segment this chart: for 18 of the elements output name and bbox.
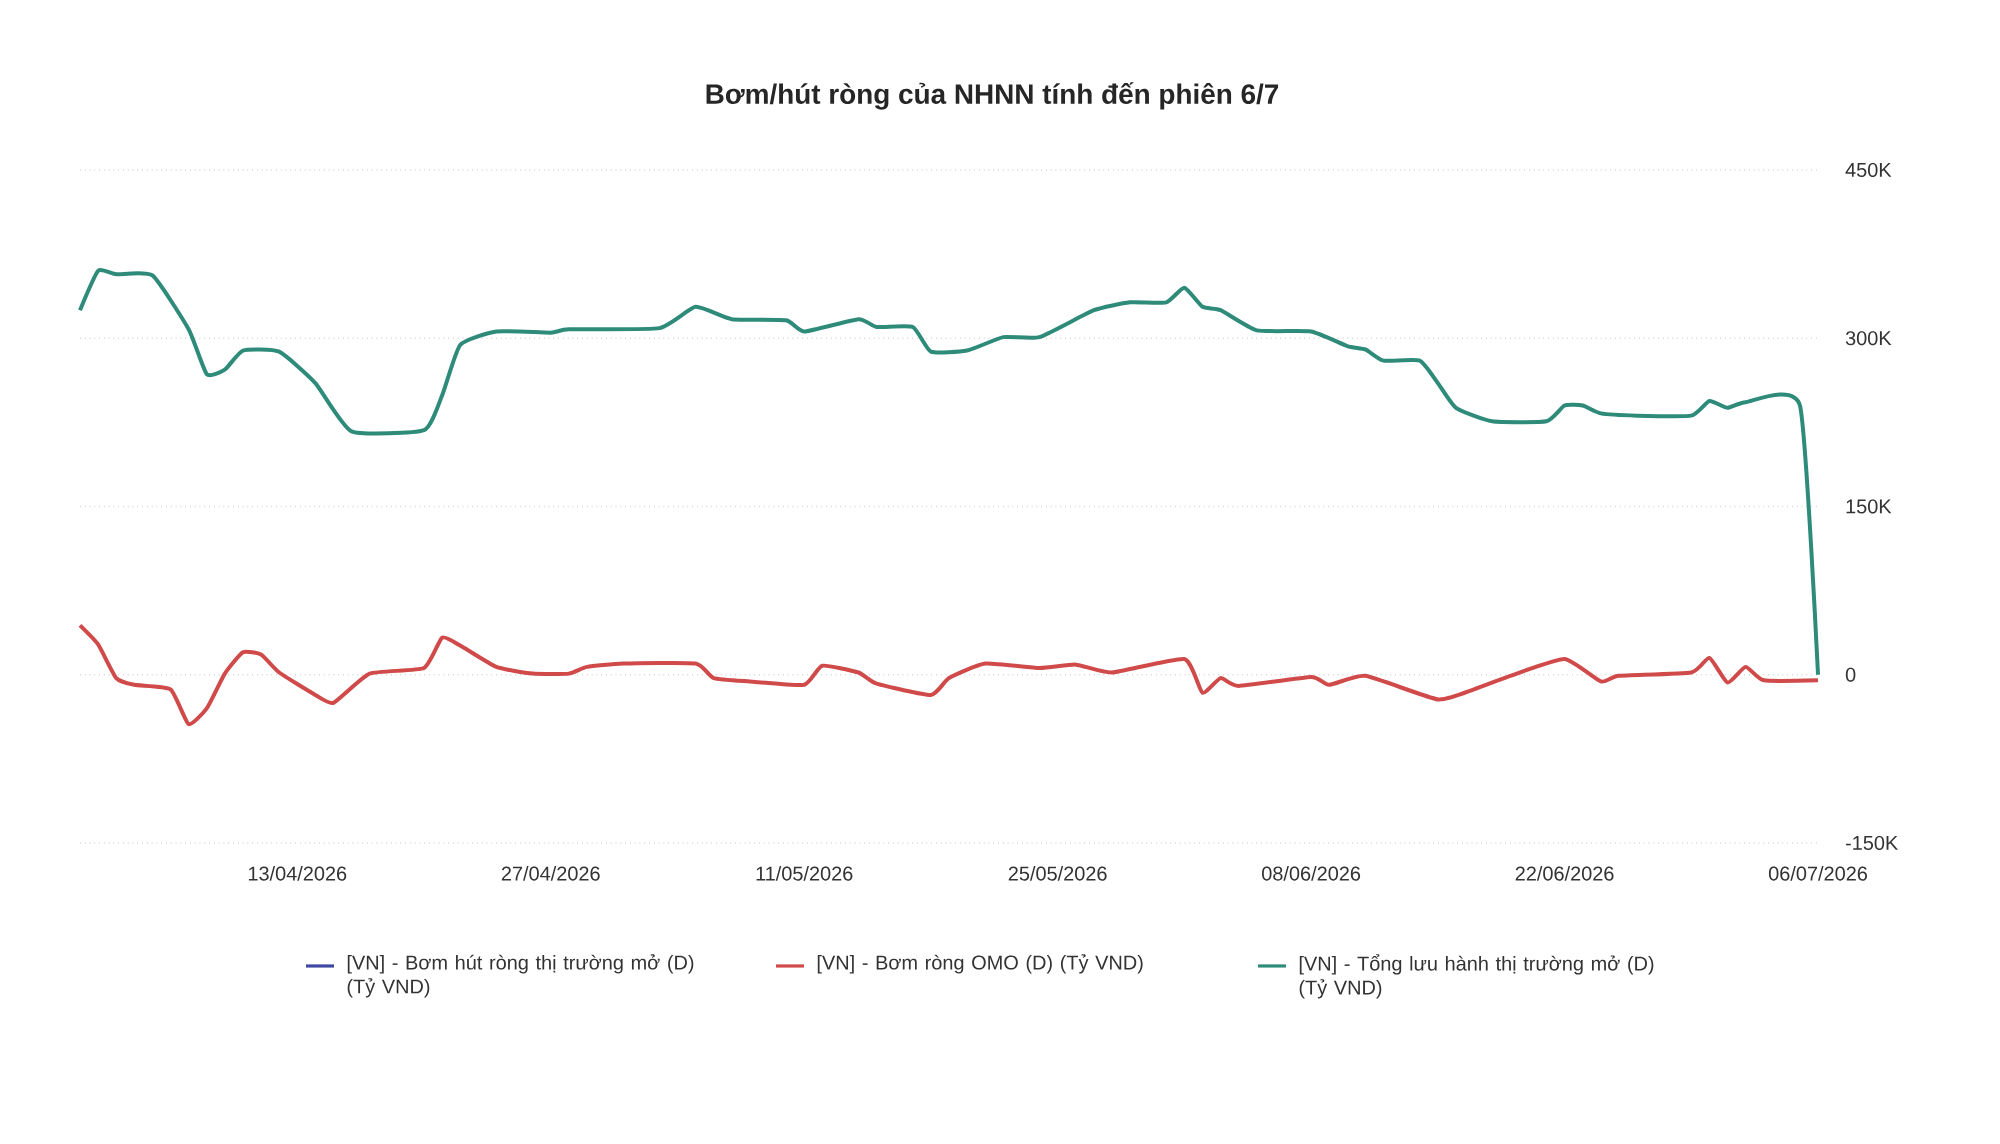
line-series <box>78 268 1821 677</box>
x-tick-label: 08/06/2026 <box>1262 866 1361 881</box>
legend-label: [VN] - Tổng lưu hành thị trường mở (D) (Tỷ VND) <box>1299 954 1654 999</box>
legend-label: [VN] - Bơm hút ròng thị trường mở (D) (Tỷ VND) <box>347 954 694 998</box>
line-series <box>78 623 1821 727</box>
x-tick-label: 22/06/2026 <box>1515 866 1614 881</box>
x-tick-label: 25/05/2026 <box>1008 866 1107 881</box>
y-tick-label: 450K <box>1845 162 1892 178</box>
y-tick-label: 300K <box>1845 331 1892 346</box>
chart-title: Bơm/hút ròng của NHNN tính đến phiên 6/7 <box>706 82 1279 110</box>
legend-label: [VN] - Bơm ròng OMO (D) (Tỷ VND) <box>817 954 1143 974</box>
x-tick-label: 13/04/2026 <box>248 866 347 881</box>
y-tick-label: 0 <box>1845 667 1856 682</box>
x-tick-label: 27/04/2026 <box>501 866 600 881</box>
x-tick-label: 11/05/2026 <box>756 866 853 881</box>
y-tick-label: -150K <box>1845 835 1898 851</box>
x-tick-label: 06/07/2026 <box>1768 866 1868 881</box>
y-tick-label: 150K <box>1846 499 1892 514</box>
